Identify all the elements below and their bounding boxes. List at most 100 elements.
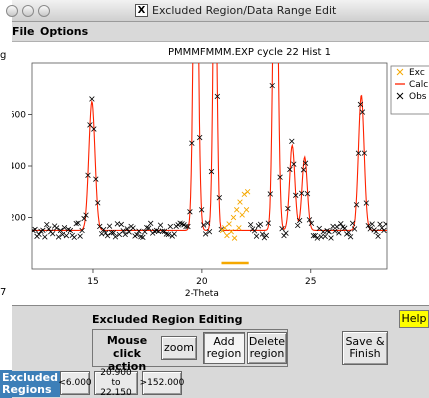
add-region-button[interactable]: Add region xyxy=(203,332,245,364)
obs-point xyxy=(353,202,360,208)
obs-point xyxy=(251,228,258,234)
x-tick-label: 25 xyxy=(305,277,316,287)
obs-point xyxy=(81,215,87,222)
obs-point xyxy=(55,234,62,240)
y-tick-label: 600 xyxy=(12,111,26,121)
obs-point xyxy=(104,233,111,239)
obs-point xyxy=(118,221,124,228)
legend-label: Exc xyxy=(409,68,425,78)
menu-file[interactable]: File xyxy=(12,25,35,38)
x-tick-label: 20 xyxy=(196,277,208,287)
obs-point xyxy=(61,225,68,231)
obs-point xyxy=(122,231,128,238)
obs-point xyxy=(171,231,177,237)
y-tick-label: 200 xyxy=(12,214,26,224)
obs-point xyxy=(342,225,348,231)
obs-point xyxy=(320,229,326,235)
excluded-point xyxy=(231,235,238,241)
excluded-region-middle[interactable]: 20.900 to 22.150 xyxy=(94,368,138,398)
obs-point xyxy=(185,223,191,230)
obs-point xyxy=(46,226,52,232)
obs-point xyxy=(95,200,101,206)
obs-points xyxy=(32,82,387,241)
excluded-points xyxy=(219,189,251,241)
obs-point xyxy=(332,228,338,234)
obs-point xyxy=(71,234,77,241)
obs-point xyxy=(355,150,362,156)
obs-point xyxy=(79,227,85,234)
obs-point xyxy=(289,138,295,144)
obs-point xyxy=(347,234,354,240)
obs-point xyxy=(277,174,283,180)
obs-point xyxy=(373,228,379,235)
obs-point xyxy=(302,160,309,166)
obs-point xyxy=(267,191,273,197)
obs-point xyxy=(44,221,50,228)
obs-point xyxy=(357,101,364,108)
obs-point xyxy=(208,168,215,175)
obs-point xyxy=(367,226,373,232)
x11-app-icon: X xyxy=(135,4,148,17)
obs-point xyxy=(144,224,150,231)
obs-point xyxy=(136,228,142,234)
save-finish-button[interactable]: Save & Finish xyxy=(342,331,388,365)
excluded-point xyxy=(228,228,234,235)
obs-point xyxy=(200,222,207,228)
delete-region-button[interactable]: Delete region xyxy=(247,332,287,364)
diffraction-plot[interactable]: PMMMFMMM.EXP cycle 22 Hist 1 15 20 25 2-Thet… xyxy=(12,42,429,306)
obs-point xyxy=(198,207,205,213)
excluded-point xyxy=(224,232,230,239)
obs-point xyxy=(120,228,126,234)
obs-point xyxy=(287,166,293,173)
obs-point xyxy=(369,221,375,227)
obs-point xyxy=(247,221,254,228)
plot-area[interactable]: PMMMFMMM.EXP cycle 22 Hist 1 15 20 25 2-Thet… xyxy=(12,42,429,306)
obs-point xyxy=(338,221,344,227)
obs-point xyxy=(97,223,103,230)
help-button[interactable]: Help xyxy=(399,310,429,328)
obs-point xyxy=(285,205,291,212)
menu-bar: File Options xyxy=(12,22,429,42)
excluded-point xyxy=(236,225,242,231)
obs-point xyxy=(300,167,307,173)
obs-point xyxy=(42,234,48,240)
excluded-point xyxy=(222,225,228,231)
obs-point xyxy=(73,220,79,227)
excluded-region-high[interactable]: >152.000 xyxy=(140,371,184,395)
obs-point xyxy=(189,140,195,146)
obs-point xyxy=(130,225,136,231)
obs-point xyxy=(328,235,334,241)
obs-point xyxy=(53,225,60,231)
obs-point xyxy=(157,222,164,228)
obs-point xyxy=(204,220,211,226)
legend-label: Calc xyxy=(409,80,428,90)
mouse-click-action-label: Mouse click action xyxy=(106,334,148,373)
obs-point xyxy=(102,230,109,236)
obs-point xyxy=(202,231,209,237)
control-panel-title: Excluded Region Editing xyxy=(92,313,243,326)
zoom-button[interactable]: zoom xyxy=(161,336,197,360)
excluded-point xyxy=(230,214,237,221)
obs-point xyxy=(134,231,140,238)
obs-point xyxy=(89,96,95,102)
obs-point xyxy=(161,228,168,234)
obs-point xyxy=(304,191,311,197)
close-window-icon[interactable] xyxy=(6,5,18,17)
obs-point xyxy=(322,233,328,240)
obs-point xyxy=(206,229,213,235)
obs-point xyxy=(167,223,173,230)
minimize-window-icon[interactable] xyxy=(22,5,34,17)
zoom-window-icon[interactable] xyxy=(38,5,50,17)
excluded-region-low[interactable]: <6.000 xyxy=(58,371,92,395)
obs-point xyxy=(87,122,93,128)
menu-options[interactable]: Options xyxy=(40,25,89,38)
obs-point xyxy=(375,233,381,239)
obs-point xyxy=(363,200,369,206)
excluded-point xyxy=(244,189,251,195)
excluded-point xyxy=(237,199,243,205)
obs-point xyxy=(146,225,152,231)
obs-point xyxy=(314,235,320,241)
obs-point xyxy=(291,161,297,167)
obs-point xyxy=(163,231,170,237)
obs-point xyxy=(365,223,371,229)
